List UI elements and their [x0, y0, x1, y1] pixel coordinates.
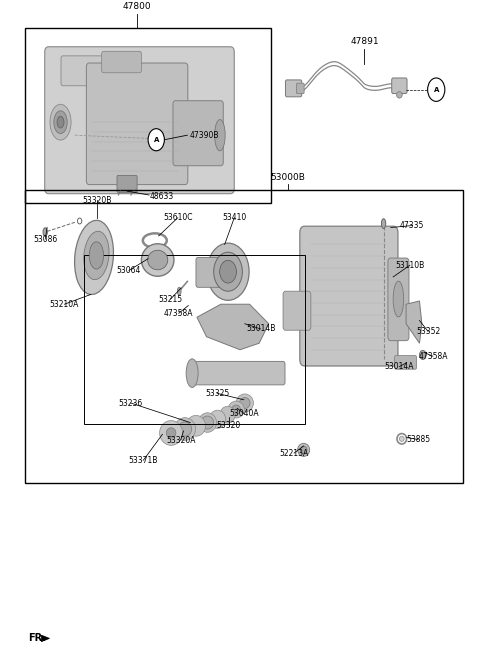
Ellipse shape [232, 405, 240, 414]
Text: 47891: 47891 [350, 37, 379, 46]
Text: 53110B: 53110B [396, 260, 424, 270]
Text: 53236: 53236 [119, 399, 143, 407]
Text: 47800: 47800 [123, 2, 151, 11]
Polygon shape [197, 304, 269, 350]
Polygon shape [41, 635, 49, 642]
Ellipse shape [298, 443, 310, 457]
FancyBboxPatch shape [86, 63, 188, 184]
Text: 47335: 47335 [400, 221, 424, 230]
FancyBboxPatch shape [61, 56, 103, 86]
Text: 53352: 53352 [416, 327, 440, 336]
Ellipse shape [214, 252, 242, 291]
FancyBboxPatch shape [286, 80, 302, 97]
Circle shape [428, 78, 445, 102]
Text: 47358A: 47358A [418, 352, 448, 361]
Ellipse shape [84, 232, 109, 279]
FancyBboxPatch shape [117, 176, 137, 192]
Text: 53064: 53064 [117, 266, 141, 275]
Text: 47390B: 47390B [190, 131, 219, 140]
Ellipse shape [396, 92, 402, 98]
Ellipse shape [174, 418, 195, 440]
Text: 53610C: 53610C [163, 213, 192, 222]
Text: 53000B: 53000B [270, 173, 305, 182]
Ellipse shape [420, 350, 426, 359]
Text: FR.: FR. [28, 634, 47, 644]
Text: 53320B: 53320B [83, 195, 112, 205]
Ellipse shape [228, 401, 244, 418]
Ellipse shape [220, 260, 237, 283]
Polygon shape [406, 301, 422, 343]
Ellipse shape [207, 243, 249, 300]
Ellipse shape [142, 244, 174, 276]
Ellipse shape [57, 116, 64, 128]
FancyBboxPatch shape [102, 51, 142, 73]
FancyBboxPatch shape [45, 47, 234, 194]
Ellipse shape [186, 415, 205, 436]
Ellipse shape [215, 119, 225, 151]
FancyBboxPatch shape [300, 226, 398, 366]
Ellipse shape [382, 218, 386, 228]
Ellipse shape [220, 406, 235, 423]
Ellipse shape [77, 218, 82, 224]
Circle shape [148, 129, 164, 151]
Ellipse shape [300, 446, 307, 453]
Text: 53086: 53086 [33, 235, 57, 244]
Bar [24, 190, 463, 483]
Ellipse shape [166, 428, 176, 438]
FancyBboxPatch shape [283, 291, 311, 330]
Text: 53371B: 53371B [129, 456, 158, 464]
Text: 53320A: 53320A [166, 436, 195, 445]
Text: 53040A: 53040A [229, 409, 259, 418]
Text: A: A [433, 87, 439, 92]
FancyBboxPatch shape [388, 258, 409, 340]
Ellipse shape [178, 422, 192, 436]
Ellipse shape [240, 398, 250, 409]
Ellipse shape [397, 434, 407, 444]
Ellipse shape [50, 104, 71, 140]
Ellipse shape [89, 242, 104, 269]
Ellipse shape [393, 281, 404, 317]
Ellipse shape [186, 359, 198, 388]
Ellipse shape [74, 220, 113, 295]
Text: 53014B: 53014B [246, 325, 275, 333]
Ellipse shape [177, 287, 181, 295]
Text: A: A [154, 136, 159, 143]
Text: 47358A: 47358A [164, 309, 193, 318]
Ellipse shape [399, 436, 404, 441]
Ellipse shape [236, 394, 253, 412]
FancyBboxPatch shape [190, 361, 285, 385]
FancyBboxPatch shape [173, 101, 223, 166]
Ellipse shape [43, 228, 48, 236]
Text: 53320: 53320 [216, 421, 240, 430]
Ellipse shape [54, 111, 67, 134]
FancyBboxPatch shape [196, 257, 228, 287]
Text: 53215: 53215 [158, 295, 183, 304]
Text: 53885: 53885 [406, 435, 430, 444]
FancyBboxPatch shape [297, 83, 304, 94]
Ellipse shape [159, 420, 182, 445]
FancyBboxPatch shape [395, 356, 417, 369]
Text: 52213A: 52213A [279, 449, 309, 458]
Ellipse shape [143, 234, 167, 248]
Ellipse shape [209, 410, 226, 428]
Text: 53325: 53325 [205, 389, 229, 398]
Text: 48633: 48633 [150, 192, 174, 201]
Bar [24, 28, 271, 203]
Ellipse shape [201, 416, 214, 429]
Text: 53210A: 53210A [49, 300, 79, 309]
Text: 53014A: 53014A [384, 362, 414, 371]
Ellipse shape [148, 250, 168, 270]
Bar [84, 255, 305, 424]
FancyBboxPatch shape [392, 78, 407, 94]
Ellipse shape [198, 413, 216, 432]
Text: 53410: 53410 [222, 213, 246, 222]
